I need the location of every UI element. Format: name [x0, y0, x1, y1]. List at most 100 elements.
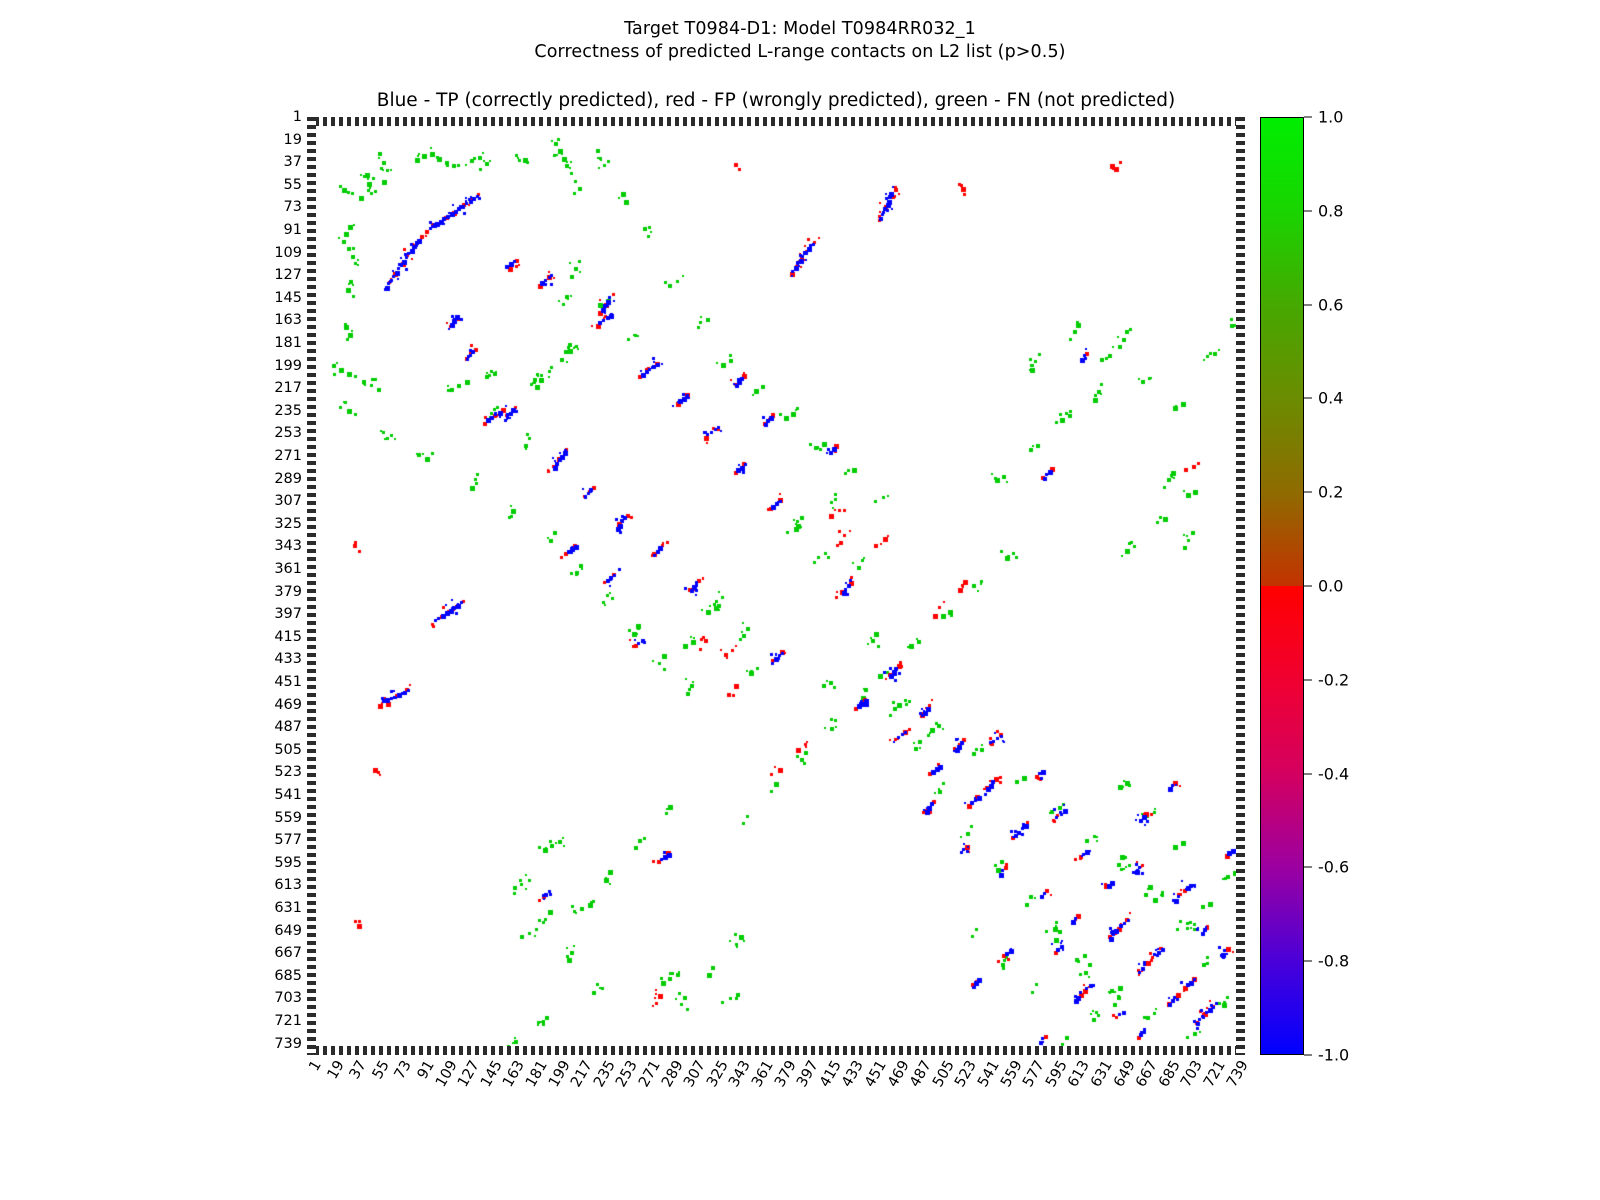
colorbar-tick-label: -0.8: [1318, 951, 1350, 971]
colorbar-tick-label: 0.2: [1318, 482, 1344, 502]
y-axis-tick-label: 649: [274, 922, 302, 939]
x-axis-tick-label: 505: [930, 1058, 958, 1090]
y-axis-tick-label: 199: [274, 357, 302, 374]
y-axis-tick-label: 685: [274, 967, 302, 984]
x-axis-tick-labels: 1 19 37 55 73 91 109 127 145 163 181 199 217 235 253 27…: [0, 1058, 1600, 1178]
x-axis-tick-label: 217: [568, 1058, 597, 1090]
colorbar-tick-mark: [1304, 210, 1312, 212]
x-axis-tick-label: 1: [306, 1058, 325, 1074]
y-axis-tick-label: 433: [274, 651, 302, 668]
x-axis-tick-label: 469: [884, 1058, 913, 1090]
x-axis-tick-label: 361: [749, 1058, 777, 1090]
x-axis-tick-label: 685: [1156, 1058, 1184, 1090]
x-axis-tick-label: 181: [523, 1058, 551, 1090]
y-axis-tick-label: 91: [283, 222, 302, 238]
x-axis-tick-label: 55: [369, 1058, 393, 1082]
x-axis-tick-label: 541: [975, 1058, 1003, 1090]
colorbar-tick-label: -1.0: [1318, 1045, 1350, 1065]
x-axis-tick-label: 289: [658, 1058, 687, 1090]
y-axis-tick-label: 1: [292, 109, 302, 125]
y-axis-tick-label: 451: [274, 674, 302, 691]
y-axis-tick-label: 721: [274, 1013, 302, 1030]
x-axis-tick-label: 577: [1020, 1058, 1049, 1090]
y-axis-tick-label: 127: [274, 267, 302, 284]
y-axis-tick-label: 667: [274, 945, 302, 962]
y-axis-tick-label: 559: [274, 809, 302, 826]
y-axis-tick-label: 469: [274, 696, 302, 713]
colorbar-tick-label: -0.6: [1318, 857, 1350, 877]
x-axis-tick-label: 91: [414, 1058, 438, 1082]
y-axis-tick-label: 235: [274, 402, 302, 419]
x-axis-tick-label: 307: [681, 1058, 710, 1090]
x-axis-tick-label: 19: [324, 1058, 348, 1082]
y-axis-tick-label: 595: [274, 854, 302, 871]
x-axis-tick-label: 649: [1110, 1058, 1139, 1090]
y-axis-tick-label: 739: [274, 1035, 302, 1052]
colorbar-tick-mark: [1304, 116, 1312, 118]
y-axis-tick-label: 397: [274, 606, 302, 623]
y-axis-tick-label: 325: [274, 515, 302, 532]
figure-title-block: Target T0984-D1: Model T0984RR032_1 Corr…: [0, 18, 1600, 64]
y-axis-tick-label: 487: [274, 719, 302, 736]
x-axis-tick-label: 721: [1201, 1058, 1229, 1090]
figure-title-line-1: Target T0984-D1: Model T0984RR032_1: [624, 19, 976, 39]
x-axis-tick-label: 343: [726, 1058, 755, 1090]
x-axis-tick-label: 109: [432, 1058, 461, 1090]
y-axis-tick-label: 55: [283, 176, 302, 193]
x-axis-tick-label: 199: [545, 1058, 574, 1090]
y-axis-tick-label: 379: [274, 583, 302, 600]
x-axis-tick-label: 523: [952, 1058, 981, 1090]
x-axis-tick-label: 37: [346, 1058, 371, 1082]
x-axis-tick-label: 595: [1043, 1058, 1071, 1090]
x-axis-tick-label: 739: [1223, 1058, 1252, 1090]
y-axis-tick-labels: 1 19 37 55 73 91 109 127 145 163 181 199 217 235 253 27…: [0, 0, 302, 1200]
colorbar-tick-mark: [1304, 585, 1312, 587]
colorbar-tick-label: 0.4: [1318, 388, 1344, 408]
colorbar-tick-mark: [1304, 304, 1312, 306]
colorbar-tick-mark: [1304, 960, 1312, 962]
x-axis-tick-label: 145: [477, 1058, 506, 1090]
x-axis-tick-label: 415: [817, 1058, 845, 1090]
x-axis-tick-label: 559: [997, 1058, 1026, 1090]
x-axis-tick-label: 253: [613, 1058, 642, 1090]
x-axis-tick-label: 631: [1088, 1058, 1116, 1090]
y-axis-tick-label: 523: [274, 764, 302, 781]
contact-map-plot-area[interactable]: [307, 117, 1246, 1056]
y-axis-tick-label: 181: [274, 335, 302, 352]
y-axis-tick-label: 613: [274, 877, 302, 894]
figure-title-line-2: Correctness of predicted L-range contact…: [534, 42, 1066, 62]
colorbar-tick-mark: [1304, 397, 1312, 399]
x-axis-tick-label: 397: [794, 1058, 823, 1090]
y-axis-tick-label: 631: [274, 900, 302, 917]
y-axis-tick-label: 271: [274, 448, 302, 465]
y-axis-tick-label: 361: [274, 561, 302, 578]
colorbar-tick-mark: [1304, 1054, 1312, 1056]
y-axis-tick-label: 109: [274, 244, 302, 261]
x-axis-tick-label: 667: [1133, 1058, 1162, 1090]
y-axis-tick-label: 415: [274, 628, 302, 645]
y-axis-tick-label: 217: [274, 380, 302, 397]
x-axis-tick-label: 451: [862, 1058, 890, 1090]
colorbar-tick-mark: [1304, 866, 1312, 868]
y-axis-tick-label: 19: [283, 131, 302, 148]
colorbar-gradient: [1260, 117, 1304, 1055]
colorbar-tick-mark: [1304, 491, 1312, 493]
colorbar-tick-label: 0.8: [1318, 201, 1344, 221]
y-axis-tick-label: 37: [283, 154, 302, 171]
x-axis-tick-label: 235: [590, 1058, 619, 1090]
x-axis-tick-label: 433: [839, 1058, 868, 1090]
x-axis-tick-label: 163: [500, 1058, 529, 1090]
figure-legend-subtitle: Blue - TP (correctly predicted), red - F…: [376, 90, 1176, 111]
colorbar-tick-label: -0.2: [1318, 670, 1350, 690]
x-axis-tick-label: 127: [455, 1058, 484, 1090]
colorbar-tick-label: 1.0: [1318, 107, 1344, 127]
y-axis-tick-label: 145: [274, 289, 302, 306]
x-axis-tick-label: 379: [771, 1058, 800, 1090]
colorbar-tick-mark: [1304, 679, 1312, 681]
x-axis-tick-label: 487: [907, 1058, 936, 1090]
y-axis-tick-label: 289: [274, 470, 302, 487]
x-axis-tick-label: 271: [636, 1058, 664, 1090]
contact-map-canvas[interactable]: [308, 118, 1246, 1056]
y-axis-tick-label: 163: [274, 312, 302, 329]
